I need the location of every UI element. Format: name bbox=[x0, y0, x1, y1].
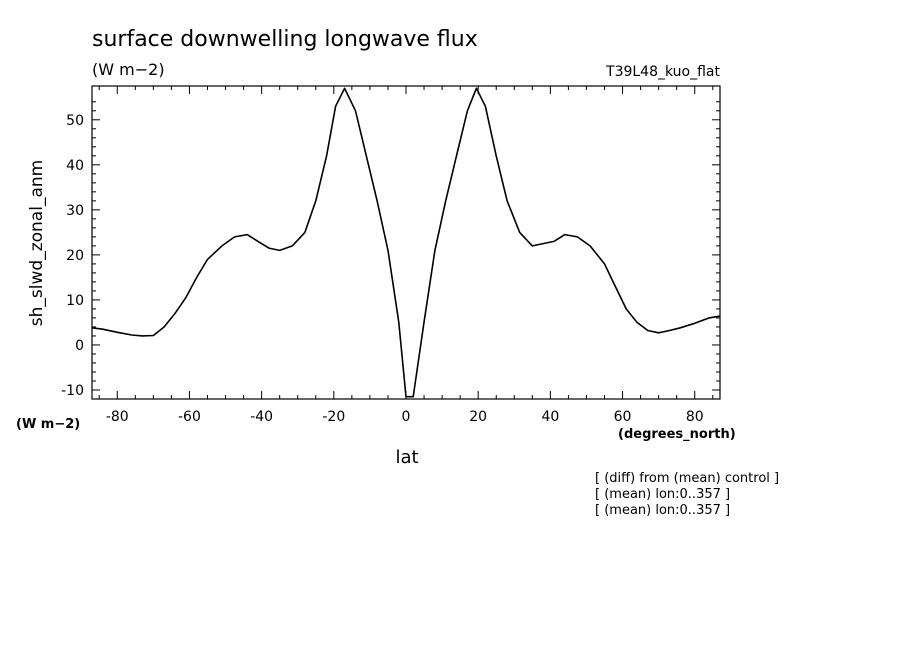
x-tick-label: 20 bbox=[469, 409, 487, 425]
y-tick-labels: -10 0 10 20 30 40 50 bbox=[61, 113, 84, 399]
y-tick-label: 10 bbox=[66, 293, 84, 309]
note-line-1: [ (diff) from (mean) control ] bbox=[595, 471, 779, 486]
x-axis-label: lat bbox=[395, 447, 418, 468]
run-label: T39L48_kuo_flat bbox=[605, 64, 720, 80]
x-tick-label: 80 bbox=[686, 409, 704, 425]
y-tick-label: 20 bbox=[66, 248, 84, 264]
y-units-label: (W m−2) bbox=[16, 417, 80, 432]
x-tick-label: -20 bbox=[322, 409, 345, 425]
x-units-label: (degrees_north) bbox=[618, 427, 736, 442]
y-tick-label: -10 bbox=[61, 383, 84, 399]
note-line-3: [ (mean) lon:0..357 ] bbox=[595, 503, 730, 518]
note-line-2: [ (mean) lon:0..357 ] bbox=[595, 487, 730, 502]
x-tick-label: -60 bbox=[178, 409, 201, 425]
x-tick-label: -80 bbox=[106, 409, 129, 425]
x-tick-label: 0 bbox=[402, 409, 411, 425]
tick-group bbox=[92, 86, 720, 399]
y-tick-label: 50 bbox=[66, 113, 84, 129]
y-tick-label: 40 bbox=[66, 158, 84, 174]
chart-subtitle: (W m−2) bbox=[92, 60, 165, 79]
series-line bbox=[91, 87, 721, 398]
plot-frame bbox=[91, 85, 721, 400]
y-tick-label: 0 bbox=[75, 338, 84, 354]
y-axis-label: sh_slwd_zonal_anm bbox=[27, 160, 47, 326]
chart-title: surface downwelling longwave flux bbox=[92, 27, 478, 52]
y-tick-label: 30 bbox=[66, 203, 84, 219]
x-tick-label: 60 bbox=[614, 409, 632, 425]
x-tick-label: -40 bbox=[250, 409, 273, 425]
x-tick-labels: -80 -60 -40 -20 0 20 40 60 80 bbox=[106, 409, 704, 425]
x-tick-label: 40 bbox=[541, 409, 559, 425]
